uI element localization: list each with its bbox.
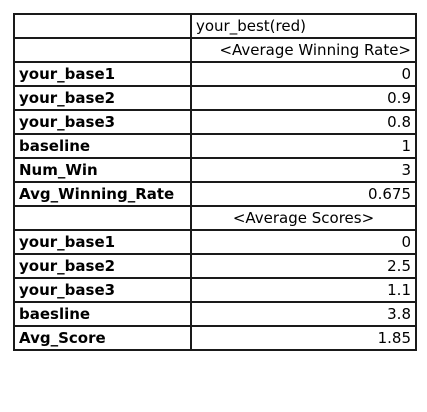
results-table: your_best(red) <Average Winning Rate> yo…: [13, 13, 417, 351]
row-value: 0.8: [190, 109, 417, 135]
row-label: your_base1: [13, 61, 192, 87]
table-row: baseline 1: [13, 133, 417, 159]
row-value: 0.675: [190, 181, 417, 207]
table-row: Num_Win 3: [13, 157, 417, 183]
row-label: Num_Win: [13, 157, 192, 183]
table-header-row: your_best(red): [13, 13, 417, 39]
row-label: baesline: [13, 301, 192, 327]
row-value: 2.5: [190, 253, 417, 279]
section-row-winning-rate: <Average Winning Rate>: [13, 37, 417, 63]
row-label: your_base1: [13, 229, 192, 255]
row-value: 3.8: [190, 301, 417, 327]
row-label: your_base3: [13, 109, 192, 135]
row-label: your_base2: [13, 253, 192, 279]
row-value: 0.9: [190, 85, 417, 111]
row-value: 1.1: [190, 277, 417, 303]
table-row: your_base2 2.5: [13, 253, 417, 279]
row-value: 3: [190, 157, 417, 183]
corner-cell: [13, 13, 192, 39]
table-row: Avg_Score 1.85: [13, 325, 417, 351]
section-title-winning-rate: <Average Winning Rate>: [190, 37, 417, 63]
row-value: 0: [190, 229, 417, 255]
section-title-scores: <Average Scores>: [190, 205, 417, 231]
column-header: your_best(red): [190, 13, 417, 39]
table-row: Avg_Winning_Rate 0.675: [13, 181, 417, 207]
table-row: your_base2 0.9: [13, 85, 417, 111]
row-value: 1.85: [190, 325, 417, 351]
section-row-scores: <Average Scores>: [13, 205, 417, 231]
section-label-cell: [13, 205, 192, 231]
row-label: Avg_Winning_Rate: [13, 181, 192, 207]
row-value: 0: [190, 61, 417, 87]
table-row: your_base1 0: [13, 229, 417, 255]
row-label: Avg_Score: [13, 325, 192, 351]
row-value: 1: [190, 133, 417, 159]
table-row: baesline 3.8: [13, 301, 417, 327]
table-row: your_base3 0.8: [13, 109, 417, 135]
row-label: your_base3: [13, 277, 192, 303]
table-row: your_base3 1.1: [13, 277, 417, 303]
row-label: your_base2: [13, 85, 192, 111]
table-row: your_base1 0: [13, 61, 417, 87]
section-label-cell: [13, 37, 192, 63]
row-label: baseline: [13, 133, 192, 159]
